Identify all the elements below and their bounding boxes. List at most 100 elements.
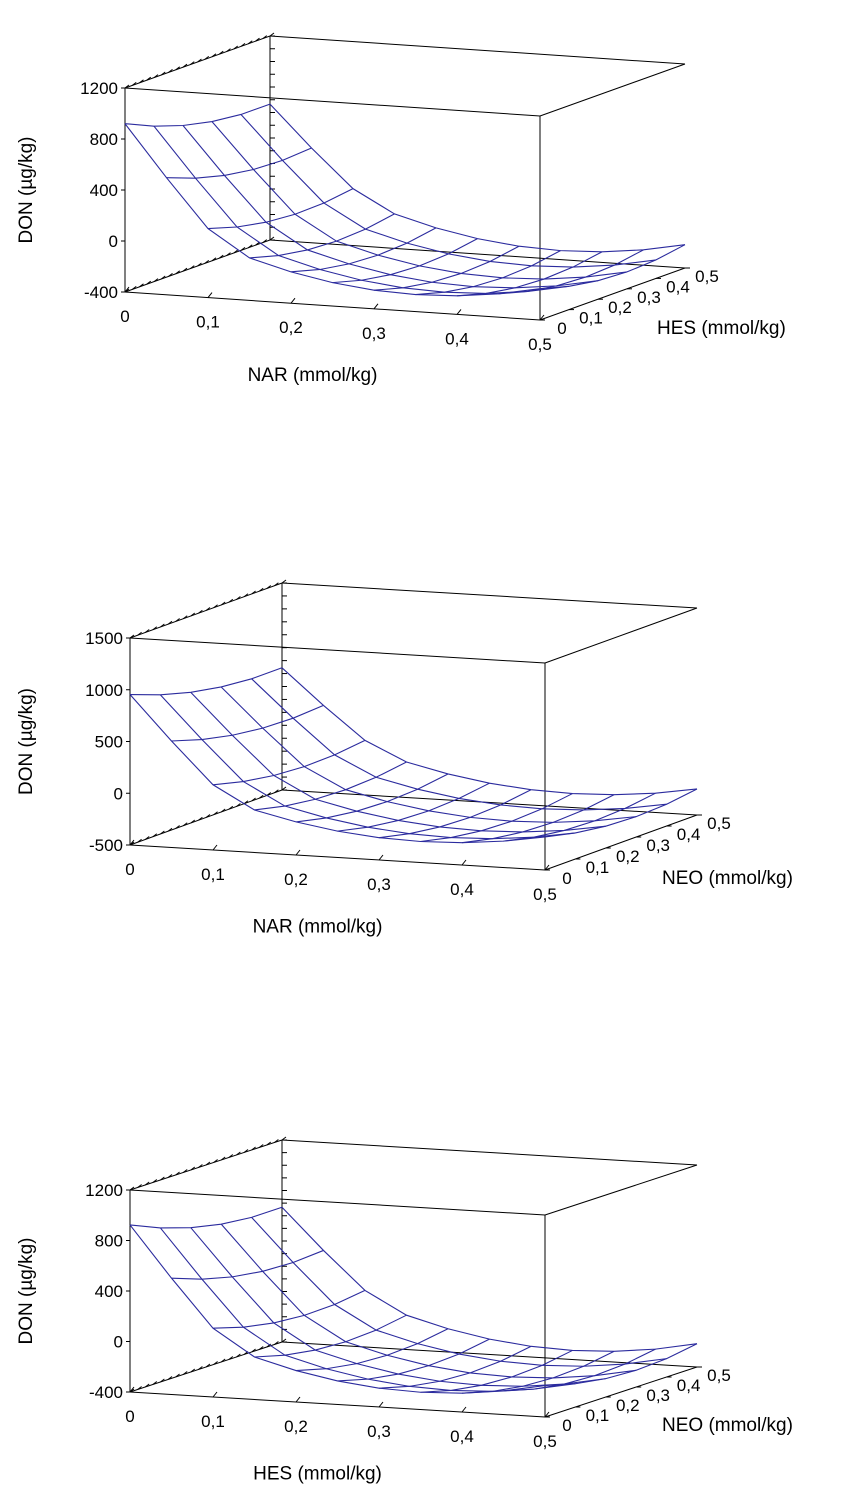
minor-tick (198, 609, 203, 614)
x-tick-label: 0,5 (528, 335, 552, 354)
surface-y-line (539, 244, 686, 290)
minor-tick (211, 257, 217, 262)
surface-y-line (290, 227, 437, 273)
minor-tick (255, 241, 260, 246)
minor-tick (266, 1141, 272, 1146)
minor-tick (243, 800, 249, 805)
y-ticks: 0 0,1 0,2 0,3 0,4 0,5 (545, 1366, 731, 1435)
box-edge (544, 1366, 698, 1418)
x-tick-label: 0 (120, 307, 129, 326)
minor-tick (205, 607, 211, 611)
x-tick-label: 0,4 (450, 1427, 474, 1446)
minor-tick (190, 1166, 196, 1171)
y-tick-label: 0 (562, 1416, 571, 1435)
surface-y-line (129, 1206, 283, 1229)
minor-tick (198, 816, 203, 821)
y-axis-title: HES (mmol/kg) (657, 318, 786, 339)
minor-tick (198, 1164, 203, 1168)
axes-box (129, 579, 698, 871)
x-tick-mark (129, 1386, 135, 1393)
box-edge (281, 1139, 698, 1166)
box-edge (539, 267, 686, 321)
minor-tick (262, 239, 268, 244)
minor-tick (182, 1371, 188, 1375)
minor-tick (198, 1366, 203, 1370)
minor-tick (182, 615, 188, 620)
box-edge (124, 291, 541, 321)
x-tick-label: 0 (125, 1407, 134, 1426)
y-ticks: 0 0,1 0,2 0,3 0,4 0,5 (540, 267, 719, 338)
minor-tick (281, 579, 287, 584)
y-tick-label: 0,4 (677, 1376, 701, 1395)
surface-x-line (129, 694, 546, 844)
minor-tick (160, 830, 165, 835)
surface-x-line (240, 114, 657, 268)
minor-tick (190, 1368, 196, 1373)
x-tick-mark (461, 859, 467, 866)
minor-tick (228, 598, 234, 603)
minor-tick (137, 631, 142, 636)
minor-tick (131, 82, 137, 86)
surface-y-line (295, 773, 449, 823)
z-tick-label: 1200 (85, 1181, 123, 1200)
z-axis-title: DON (µg/kg) (16, 688, 37, 795)
z-ticks: 1200 800 400 0 -400 (85, 1181, 130, 1402)
minor-tick (137, 1184, 142, 1188)
y-tick-label: 0,3 (646, 1386, 670, 1405)
minor-tick (175, 618, 180, 622)
minor-tick (213, 1159, 218, 1163)
surface-y-line (295, 1328, 449, 1372)
minor-tick (255, 37, 260, 42)
x-tick-mark (378, 1401, 384, 1408)
minor-tick (266, 585, 272, 589)
surface-y-line (544, 1343, 698, 1387)
minor-tick (220, 601, 226, 606)
x-tick-label: 0,4 (445, 329, 469, 348)
minor-tick (220, 1156, 226, 1161)
x-tick-mark (373, 303, 379, 310)
y-tick-label: 0,4 (666, 277, 690, 296)
minor-tick (129, 634, 135, 639)
surface-x-line (251, 678, 667, 811)
y-tick-label: 0,5 (707, 814, 731, 833)
z-ticks: 1500 1000 500 0 -500 (85, 629, 130, 855)
x-tick-label: 0 (125, 860, 134, 879)
x-tick-label: 0,1 (201, 865, 225, 884)
minor-tick (213, 1361, 218, 1365)
x-axis-title: HES (mmol/kg) (253, 1464, 382, 1485)
surface-y-line (129, 667, 283, 696)
minor-tick (168, 69, 173, 73)
minor-tick (281, 1136, 287, 1141)
minor-tick (281, 1338, 287, 1343)
z-tick-label: 0 (114, 784, 123, 803)
minor-tick (236, 803, 241, 807)
surface-y-line (337, 782, 490, 832)
surface-y-line (415, 250, 561, 296)
minor-tick (197, 262, 202, 267)
z-tick-label: 800 (90, 130, 118, 149)
surface-y-line (254, 761, 407, 811)
surface-y-line (378, 789, 532, 839)
z-tick-label: 0 (109, 232, 118, 251)
minor-tick (251, 797, 256, 802)
surface-y-line (378, 1345, 532, 1389)
minor-tick (160, 623, 165, 628)
minor-tick (236, 1353, 241, 1358)
surface-y-line (337, 1338, 490, 1382)
y-axis-title: NEO (mmol/kg) (662, 868, 793, 889)
surface-y-line (503, 1348, 656, 1392)
x-tick-mark (129, 839, 135, 846)
minor-tick (139, 79, 144, 84)
x-tick-mark (295, 1396, 301, 1403)
box-edge (544, 814, 698, 871)
minor-tick (228, 1154, 234, 1158)
y-tick-label: 0 (562, 869, 571, 888)
minor-tick (124, 84, 130, 89)
minor-tick (182, 822, 188, 827)
minor-tick (258, 587, 264, 592)
minor-tick (251, 1146, 256, 1151)
minor-tick (258, 794, 264, 799)
minor-tick (160, 1378, 165, 1383)
minor-tick (274, 789, 279, 794)
x-axis-title: NAR (mmol/kg) (253, 917, 383, 938)
